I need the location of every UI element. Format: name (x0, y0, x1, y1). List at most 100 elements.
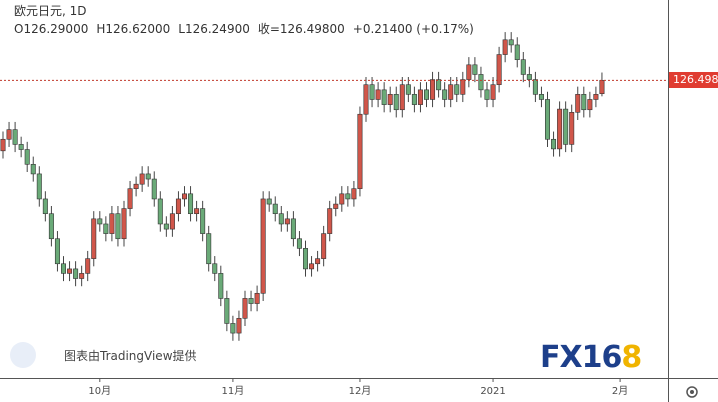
candle-body (466, 64, 472, 80)
candle-body (490, 84, 496, 100)
candle-body (430, 79, 436, 100)
candle-body (575, 94, 581, 113)
candle-body (278, 213, 284, 225)
candle-body (478, 74, 484, 91)
candle-body (224, 298, 230, 324)
high-value: H126.62000 (96, 22, 171, 36)
ohlc-row: O126.29000 H126.62000 L126.24900 收=126.4980… (14, 20, 482, 38)
candle-body (333, 203, 339, 209)
candle-body (54, 238, 60, 265)
candle-body (260, 198, 266, 294)
candle-body (133, 183, 139, 189)
candle-body (109, 213, 115, 234)
candle-body (569, 112, 575, 145)
candle-body (200, 208, 206, 234)
candle-body (538, 94, 544, 100)
candle-body (315, 258, 321, 265)
candle-body (79, 273, 85, 279)
candle-body (436, 79, 442, 91)
candle-body (472, 64, 478, 75)
x-tick-label: 11月 (222, 385, 245, 397)
candle-body (321, 233, 327, 259)
candle-body (242, 298, 248, 319)
candle-body (496, 54, 502, 86)
candle-body (121, 208, 127, 240)
candle-body (48, 213, 54, 240)
candle-body (345, 193, 351, 200)
x-tick-label: 2月 (612, 385, 628, 397)
candle-body (357, 113, 363, 189)
candle-body (284, 218, 290, 225)
provider-text: 图表由TradingView提供 (64, 348, 197, 363)
candle-body (423, 89, 429, 100)
candle-body (24, 149, 30, 165)
open-value: O126.29000 (14, 22, 89, 36)
candle-body (67, 268, 73, 274)
candle-body (188, 193, 194, 215)
candle-body (508, 39, 514, 46)
candle-body (248, 298, 254, 304)
candle-body (460, 79, 466, 95)
brand-main: FX16 (540, 340, 622, 375)
candle-body (157, 198, 163, 225)
provider-watermark[interactable]: 图表由TradingView提供 (10, 342, 197, 368)
brand-end: 8 (621, 340, 642, 375)
candle-body (381, 89, 387, 105)
candle-body (230, 323, 236, 334)
brand-logo: FX168 (540, 340, 642, 375)
low-value: L126.24900 (178, 22, 250, 36)
candle-body (296, 238, 302, 249)
candle-body (302, 248, 308, 270)
candle-body (339, 193, 345, 205)
candle-body (369, 84, 375, 100)
candle-body (484, 89, 490, 100)
candle-body (327, 208, 333, 234)
candle-body (544, 99, 550, 140)
last-price-label: 126.498 (669, 72, 718, 89)
candle-body (587, 99, 593, 111)
candle-body (73, 268, 79, 279)
candle-body (139, 173, 145, 185)
candle-body (593, 94, 599, 100)
candle-body (12, 129, 18, 145)
x-tick-label: 12月 (349, 385, 372, 397)
x-tick-label: 10月 (88, 385, 111, 397)
candle-body (405, 84, 411, 95)
candle-body (417, 89, 423, 105)
candle-body (175, 198, 181, 215)
x-tick-label: 2021 (480, 386, 505, 397)
candle-body (6, 129, 12, 140)
candle-body (454, 84, 460, 95)
candle-body (182, 193, 188, 200)
candle-body (363, 84, 369, 115)
candle-body (60, 263, 66, 274)
candle-body (502, 39, 508, 55)
candle-body (36, 173, 42, 200)
candle-body (399, 84, 405, 111)
candle-body (206, 233, 212, 265)
candle-body (85, 258, 91, 274)
candle-body (236, 318, 242, 334)
candle-body (387, 94, 393, 105)
candle-body (145, 173, 151, 180)
candle-body (97, 218, 103, 225)
candle-body (30, 163, 36, 175)
symbol-title[interactable]: 欧元日元, 1D (14, 4, 87, 18)
settings-icon[interactable] (686, 386, 698, 398)
candle-body (42, 198, 48, 215)
candle-body (448, 84, 454, 100)
candle-body (91, 218, 97, 259)
candle-body (526, 74, 532, 80)
candle-body (151, 178, 157, 200)
candle-body (18, 144, 24, 150)
candle-body (393, 94, 399, 111)
candle-body (163, 223, 169, 230)
candle-body (563, 108, 569, 145)
candle-body (309, 263, 315, 270)
candle-body (254, 292, 260, 304)
candle-body (194, 208, 200, 215)
candle-body (127, 188, 133, 209)
candle-body (520, 59, 526, 75)
